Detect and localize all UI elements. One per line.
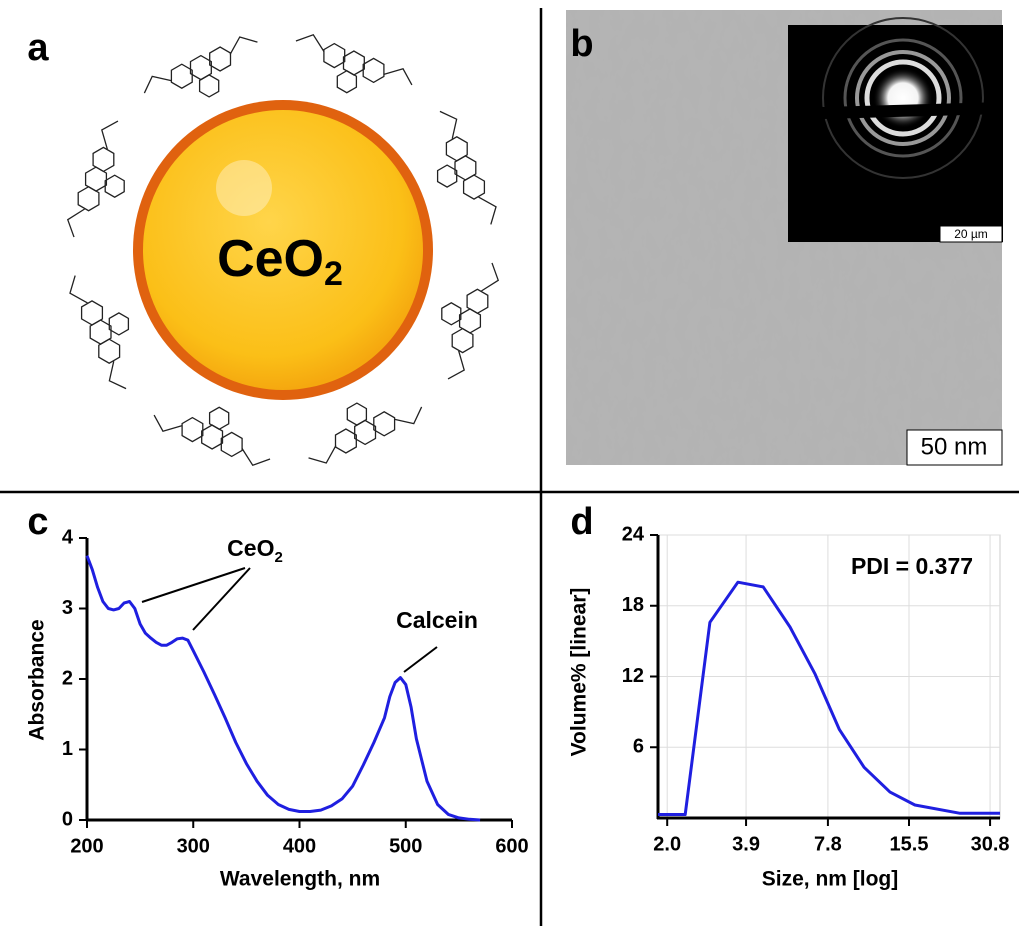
ring — [438, 165, 457, 187]
annotation-subscript: 2 — [274, 549, 282, 566]
ring — [210, 407, 229, 429]
annotation-text: Calcein — [396, 607, 478, 633]
x-tick-label: 200 — [70, 835, 103, 857]
x-tick-label: 300 — [177, 835, 210, 857]
panel-label: b — [570, 23, 593, 65]
y-tick-label: 4 — [62, 526, 74, 548]
panel-label: d — [570, 501, 593, 543]
x-tick-label: 600 — [495, 835, 528, 857]
data-line — [658, 582, 1000, 814]
x-axis-title: Size, nm [log] — [762, 868, 899, 891]
chain — [230, 37, 257, 55]
y-tick-label: 12 — [622, 665, 644, 687]
ring — [337, 71, 356, 93]
annotation-text: CeO — [227, 535, 274, 561]
chain — [394, 407, 421, 424]
x-tick-label: 30.8 — [971, 833, 1010, 855]
y-axis-title: Volume% [linear] — [568, 588, 591, 757]
chain — [448, 351, 464, 379]
ring — [442, 303, 461, 325]
x-tick-label: 7.8 — [814, 833, 842, 855]
formula-subscript: 2 — [324, 255, 343, 293]
y-tick-label: 2 — [62, 667, 73, 689]
ring — [452, 329, 473, 353]
y-tick-label: 24 — [622, 523, 645, 545]
figure: CeO2 a 20 µm 50 nm b c200300400500600012… — [0, 0, 1019, 926]
ring — [109, 313, 128, 335]
ring — [182, 418, 203, 442]
ring — [363, 58, 384, 82]
y-tick-label: 0 — [62, 808, 73, 830]
x-axis-title: Wavelength, nm — [220, 868, 380, 891]
x-tick-label: 500 — [389, 835, 422, 857]
x-tick-label: 400 — [283, 835, 316, 857]
chain — [154, 415, 182, 431]
chain — [296, 35, 324, 52]
chain — [109, 361, 126, 388]
panel-label: c — [27, 501, 48, 543]
chain — [144, 76, 171, 93]
particle-highlight — [216, 160, 272, 216]
annotation-text: PDI = 0.377 — [851, 553, 973, 579]
chain — [309, 446, 336, 464]
chain — [102, 121, 118, 149]
annotation: PDI = 0.377 — [851, 553, 973, 579]
ring — [200, 75, 219, 97]
x-tick-label: 15.5 — [890, 833, 929, 855]
ring — [374, 412, 395, 436]
annotation: Calcein — [396, 607, 478, 633]
annotation: CeO2 — [227, 535, 283, 566]
y-tick-label: 3 — [62, 597, 73, 619]
ring — [171, 64, 192, 88]
scale-bar: 50 nm — [921, 433, 988, 460]
ring — [347, 403, 366, 425]
ring — [221, 432, 242, 456]
chain — [384, 69, 412, 85]
chain — [479, 197, 497, 224]
chain — [481, 263, 498, 291]
chain — [68, 209, 85, 237]
chain — [242, 448, 270, 465]
ring — [336, 429, 357, 453]
y-axis-title: Absorbance — [26, 619, 49, 740]
y-tick-label: 18 — [622, 594, 644, 616]
chain — [70, 276, 88, 303]
y-tick-label: 1 — [62, 738, 73, 760]
formula: CeO — [217, 230, 324, 288]
leader-lines — [142, 568, 437, 672]
y-tick-label: 6 — [633, 736, 644, 758]
x-tick-label: 2.0 — [653, 833, 681, 855]
ring — [210, 47, 231, 71]
panel-label: a — [27, 27, 49, 69]
x-tick-label: 3.9 — [732, 833, 760, 855]
ring — [105, 175, 124, 197]
chain — [440, 111, 457, 138]
ring — [464, 175, 485, 199]
ring — [82, 301, 103, 325]
inset-scale: 20 µm — [954, 227, 988, 241]
ring — [324, 44, 345, 68]
data-line — [87, 556, 480, 820]
ring — [93, 147, 114, 171]
